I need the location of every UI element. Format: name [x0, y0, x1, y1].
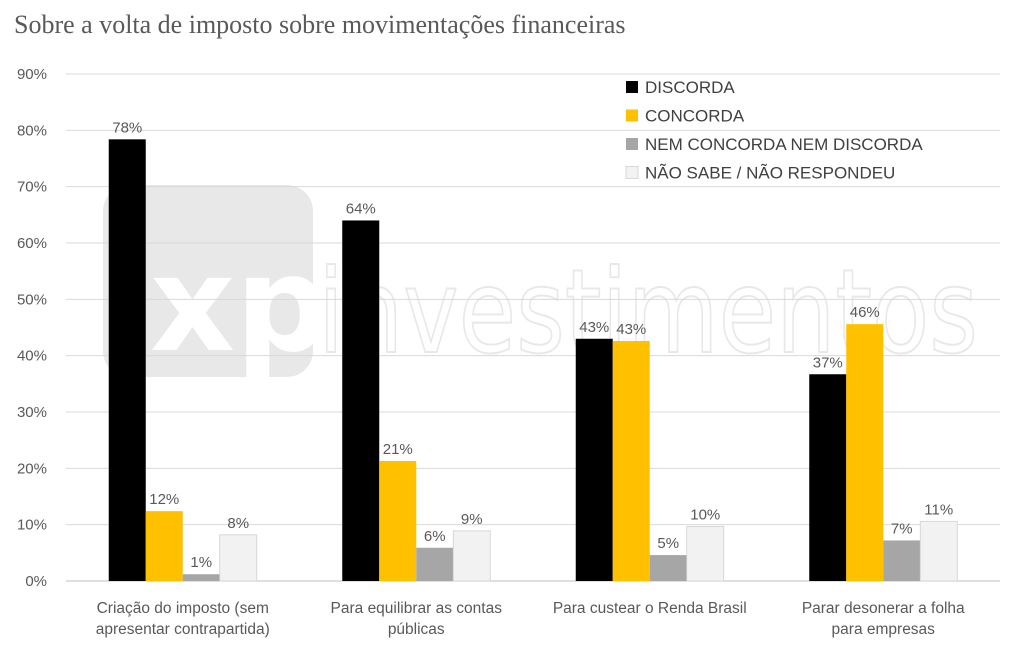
legend-swatch: [625, 166, 639, 179]
x-tick-label-line: Criação do imposto (sem: [97, 600, 269, 617]
bar: [575, 338, 613, 581]
data-labels: 78% 12% 1% 8% 64% 21% 6% 9% 43% 43% 5% 10% 37% 46% 7% 1…: [112, 119, 953, 571]
bar: [145, 511, 183, 581]
watermark-mark: xp: [150, 228, 330, 382]
y-tick-label: 60%: [17, 235, 47, 252]
legend-swatch: [626, 81, 638, 93]
x-tick-label-line: Para equilibrar as contas: [331, 600, 503, 617]
bars: [108, 139, 958, 582]
y-tick-label: 20%: [17, 460, 47, 477]
data-label: 9%: [461, 511, 483, 528]
data-label: 78%: [112, 119, 142, 136]
data-label: 43%: [579, 319, 609, 336]
data-label: 11%: [924, 501, 953, 518]
data-label: 10%: [690, 506, 720, 523]
bar: [416, 547, 454, 581]
x-tick-label-line: Parar desonerar a folha: [802, 600, 965, 617]
x-tick-label-line: para empresas: [832, 621, 936, 638]
x-tick-label: Criação do imposto (sem apresentar contra…: [96, 600, 270, 638]
data-label: 8%: [227, 515, 249, 532]
bar: [809, 374, 847, 581]
bar: [686, 525, 725, 582]
chart-title: Sobre a volta de imposto sobre movimenta…: [14, 10, 626, 39]
bar: [649, 555, 687, 581]
x-tick-label: Parar desonerar a folha para empresas: [802, 600, 965, 638]
legend: DISCORDA CONCORDA NEM CONCORDA NEM DISCORD…: [625, 78, 923, 183]
legend-label: CONCORDA: [645, 107, 745, 126]
x-axis: Criação do imposto (sem apresentar contra…: [96, 600, 965, 638]
legend-label: NEM CONCORDA NEM DISCORDA: [645, 135, 923, 154]
bar: [919, 520, 958, 582]
y-tick-label: 10%: [17, 517, 47, 534]
bar: [108, 139, 146, 581]
data-label: 1%: [190, 554, 212, 571]
y-tick-label: 70%: [17, 179, 47, 196]
data-label: 43%: [616, 321, 646, 338]
y-tick-label: 40%: [17, 348, 47, 365]
y-axis: 0% 10% 20% 30% 40% 50% 60% 70% 80% 90%: [17, 66, 47, 590]
data-label: 46%: [850, 304, 880, 321]
bar: [379, 461, 417, 581]
legend-swatch: [626, 109, 638, 122]
bar: [342, 220, 380, 581]
y-tick-label: 30%: [17, 404, 47, 421]
watermark-badge: [103, 185, 313, 377]
data-label: 21%: [383, 441, 413, 458]
y-tick-label: 0%: [25, 573, 47, 590]
bar: [452, 530, 491, 582]
legend-label: NÃO SABE / NÃO RESPONDEU: [645, 164, 895, 183]
data-label: 12%: [149, 491, 179, 508]
data-label: 37%: [813, 354, 843, 371]
bar: [612, 341, 650, 581]
x-tick-label: Para equilibrar as contas públicas: [331, 600, 503, 638]
y-tick-label: 80%: [17, 122, 47, 139]
legend-label: DISCORDA: [645, 78, 735, 97]
bar: [846, 324, 884, 581]
legend-swatch: [626, 138, 638, 150]
data-label: 7%: [891, 520, 913, 537]
bar: [883, 540, 921, 581]
x-tick-label-line: Para custear o Renda Brasil: [553, 600, 747, 617]
bar: [219, 534, 258, 582]
x-tick-label-line: públicas: [388, 621, 445, 638]
x-tick-label: Para custear o Renda Brasil: [553, 600, 747, 617]
bar: [182, 574, 220, 581]
data-label: 5%: [657, 535, 679, 552]
watermark-logo: xp investimentos: [103, 185, 979, 382]
x-tick-label-line: apresentar contrapartida): [96, 621, 270, 638]
y-tick-label: 50%: [17, 291, 47, 308]
data-label: 64%: [346, 200, 376, 217]
y-tick-label: 90%: [17, 66, 47, 83]
data-label: 6%: [424, 528, 446, 545]
